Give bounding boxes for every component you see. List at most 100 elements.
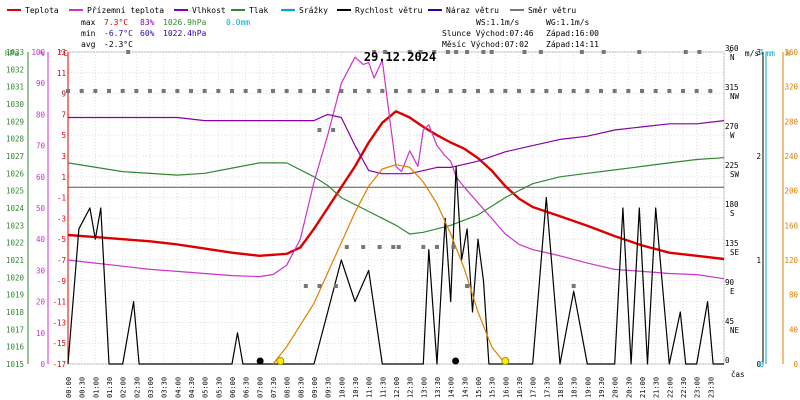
x-tick-label: 09:00: [311, 377, 319, 398]
x-tick-label: 05:00: [202, 377, 210, 398]
x-axis-label: čas: [731, 370, 745, 379]
direction-tick-label: 135: [725, 239, 739, 248]
axis-unit-label: m/s: [745, 49, 760, 58]
stats-panel: max 7.3°C 83% 1026.9hPa 0.0mm min -6.7°C…: [81, 18, 599, 49]
axis-unit-label: °C: [58, 49, 68, 58]
legend-label: Náraz větru: [446, 6, 499, 15]
wind-direction-point: [126, 50, 131, 54]
x-tick-label: 12:30: [407, 377, 415, 398]
pressure-tick-label: 1018: [6, 308, 25, 317]
x-tick-label: 21:00: [639, 377, 647, 398]
wind-direction-point: [317, 128, 322, 132]
pressure-tick-label: 1024: [6, 204, 25, 213]
stat-min-humidity: 60%: [140, 29, 155, 38]
wind-direction-point: [454, 50, 459, 54]
sunrise-info: Slunce Východ:07:46: [442, 29, 534, 38]
wind-direction-point: [558, 89, 562, 93]
wind-direction-point: [612, 89, 617, 93]
solar-tick-label: 280: [784, 117, 798, 126]
x-tick-label: 17:00: [530, 377, 538, 398]
wind-direction-point: [325, 89, 330, 93]
stat-avg-label: avg: [81, 40, 96, 49]
wind-direction-point: [175, 89, 180, 93]
wind-direction-point: [407, 50, 412, 54]
series-line-rychlost-větru: [67, 165, 724, 365]
pressure-tick-label: 1019: [6, 291, 24, 300]
sunset-info: Západ:16:00: [546, 29, 599, 38]
legend-label: Srážky: [299, 6, 328, 15]
series-line-přízemní-teplota: [67, 56, 725, 280]
wind-direction-point: [421, 89, 426, 93]
wind-direction-point: [66, 89, 70, 93]
wind-direction-point: [189, 89, 193, 93]
x-tick-label: 01:30: [106, 377, 114, 398]
wind-direction-point: [407, 89, 412, 93]
wind-direction-point: [421, 245, 426, 249]
temperature-tick-label: 9: [61, 90, 66, 99]
direction-tick-label: 180: [725, 200, 739, 209]
humidity-tick-label: 50: [36, 204, 46, 213]
moonrise-info: Měsíc Východ:07:02: [442, 40, 529, 49]
x-tick-label: 04:30: [188, 377, 196, 398]
x-tick-label: 16:00: [502, 377, 510, 398]
x-tick-label: 04:00: [174, 377, 182, 398]
direction-name-label: SW: [730, 170, 740, 179]
x-tick-label: 02:30: [133, 377, 141, 398]
wind-direction-point: [653, 89, 658, 93]
pressure-tick-label: 1027: [6, 152, 24, 161]
x-tick-label: 23:00: [694, 377, 702, 398]
x-tick-label: 01:00: [92, 377, 100, 398]
temperature-tick-label: 13: [57, 48, 66, 57]
x-tick-label: 03:00: [147, 377, 155, 398]
wind-direction-point: [361, 245, 366, 249]
solar-tick-label: 120: [784, 256, 798, 265]
wind-direction-point: [599, 89, 603, 93]
wind-direction-point: [148, 89, 152, 93]
pressure-tick-label: 1023: [6, 221, 24, 230]
x-tick-label: 00:00: [65, 377, 73, 398]
wind-direction-point: [257, 89, 262, 93]
wind-direction-point: [377, 245, 382, 249]
solar-tick-label: 360: [784, 48, 798, 57]
wind-direction-point: [435, 89, 439, 93]
temperature-tick-label: 1: [61, 173, 66, 182]
x-tick-label: 14:30: [461, 377, 469, 398]
solar-tick-label: 0: [793, 360, 798, 369]
wind-direction-point: [107, 89, 111, 93]
solar-tick-label: 240: [784, 152, 798, 161]
wind-direction-point: [230, 89, 234, 93]
wind-direction-point: [476, 89, 480, 93]
direction-name-label: N: [730, 53, 735, 62]
x-tick-label: 21:30: [653, 377, 661, 398]
wind-direction-point: [303, 284, 308, 288]
wind-direction-point: [517, 89, 521, 93]
stat-max-rain: 0.0mm: [226, 18, 250, 27]
wind-direction-point: [571, 89, 576, 93]
pressure-tick-label: 1031: [6, 83, 24, 92]
x-tick-label: 07:00: [256, 377, 264, 398]
wind-direction-point: [579, 50, 584, 54]
pressure-tick-label: 1032: [6, 65, 24, 74]
moonrise-marker: [256, 357, 264, 365]
temperature-tick-label: 7: [61, 110, 66, 119]
wind-tick-label: 0: [756, 360, 761, 369]
direction-name-label: S: [730, 209, 735, 218]
direction-tick-label: 315: [725, 83, 739, 92]
pressure-tick-label: 1029: [6, 117, 24, 126]
x-tick-label: 15:00: [475, 377, 483, 398]
legend-label: Teplota: [25, 6, 59, 15]
stat-max-temp: 7.3°C: [104, 18, 128, 27]
temperature-tick-label: -3: [57, 214, 66, 223]
x-tick-label: 06:30: [243, 377, 251, 398]
x-tick-label: 19:00: [584, 377, 592, 398]
wind-direction-point: [489, 50, 494, 54]
x-tick-label: 12:00: [393, 377, 401, 398]
series-line-vlhkost: [68, 113, 725, 175]
temperature-tick-label: 3: [61, 152, 66, 161]
solar-tick-label: 320: [784, 83, 798, 92]
direction-tick-label: 0: [725, 356, 730, 365]
humidity-tick-label: 30: [36, 266, 46, 275]
wind-direction-point: [366, 89, 371, 93]
x-tick-label: 11:30: [379, 377, 387, 398]
legend-label: Rychlost větru: [355, 6, 423, 15]
